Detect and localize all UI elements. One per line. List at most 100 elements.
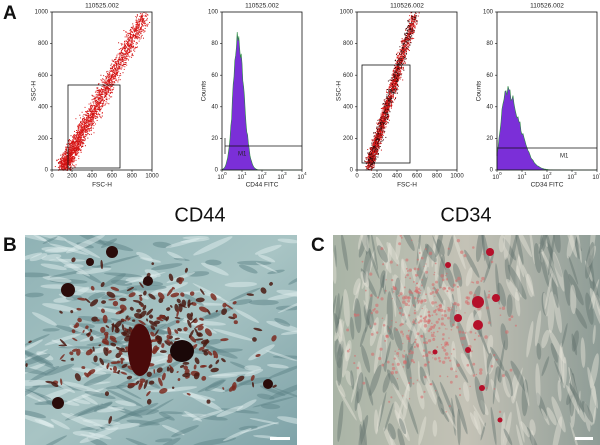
stain-speck: [349, 349, 350, 350]
stain-speck: [398, 349, 399, 350]
event-dot: [144, 23, 145, 24]
event-dot: [401, 41, 402, 42]
event-dot: [136, 27, 137, 28]
event-dot: [113, 65, 114, 66]
stain-speck: [447, 307, 449, 309]
stain-speck: [505, 330, 509, 334]
event-dot: [397, 57, 398, 58]
event-dot: [90, 111, 91, 112]
stain-speck: [488, 321, 491, 324]
event-dot: [110, 92, 111, 93]
event-dot: [120, 79, 121, 80]
event-dot: [107, 71, 108, 72]
event-dot: [92, 106, 93, 107]
event-dot: [69, 163, 70, 164]
event-dot: [67, 168, 68, 169]
stain-speck: [395, 328, 397, 330]
stain-speck: [400, 235, 402, 237]
lipid-droplet: [492, 294, 500, 302]
panel-label: C: [311, 235, 325, 256]
event-dot: [81, 137, 82, 138]
stain-speck: [479, 372, 482, 375]
stain-speck: [392, 367, 395, 370]
event-dot: [119, 56, 120, 57]
event-dot: [73, 165, 74, 166]
event-dot: [371, 139, 372, 140]
event-dot: [87, 111, 88, 112]
stain-speck: [434, 272, 435, 273]
event-dot: [92, 110, 93, 111]
x-tick-label: 102: [257, 171, 267, 180]
lipid-droplet: [454, 314, 462, 322]
event-dot: [131, 46, 132, 47]
event-dot: [91, 124, 92, 125]
event-dot: [132, 28, 133, 29]
stain-speck: [411, 292, 413, 294]
stain-speck: [414, 341, 416, 343]
event-dot: [81, 136, 82, 137]
lipid-droplet: [465, 347, 471, 353]
event-dot: [124, 50, 125, 51]
stain-speck: [415, 323, 417, 325]
stain-speck: [377, 296, 379, 298]
stain-speck: [476, 374, 478, 376]
event-dot: [128, 46, 129, 47]
event-dot: [378, 122, 379, 123]
stain-speck: [446, 328, 447, 329]
event-dot: [144, 31, 145, 32]
event-dot: [405, 30, 406, 31]
stain-speck: [374, 308, 376, 310]
stain-speck: [510, 369, 513, 372]
stain-speck: [433, 274, 435, 276]
event-dot: [106, 84, 107, 85]
event-dot: [120, 64, 121, 65]
event-dot: [140, 30, 141, 31]
event-dot: [83, 124, 84, 125]
event-dot: [93, 99, 94, 100]
event-dot: [135, 36, 136, 37]
plot-title: 110526.002: [390, 3, 424, 10]
event-dot: [85, 119, 86, 120]
stain-speck: [425, 341, 428, 344]
event-dot: [104, 105, 105, 106]
stain-speck: [449, 360, 451, 362]
event-dot: [79, 134, 80, 135]
event-dot: [85, 121, 86, 122]
event-dot: [134, 41, 135, 42]
event-dot: [129, 46, 130, 47]
y-tick-label: 200: [38, 136, 49, 142]
event-dot: [58, 159, 59, 160]
event-dot: [139, 41, 140, 42]
stain-speck: [406, 335, 410, 339]
stain-speck: [447, 317, 450, 320]
event-dot: [96, 91, 97, 92]
event-dot: [59, 168, 60, 169]
stain-speck: [399, 307, 402, 310]
stain-speck: [375, 304, 378, 307]
stain-speck: [391, 320, 392, 321]
micrograph-b: [0, 227, 316, 445]
event-dot: [109, 73, 110, 74]
event-dot: [130, 41, 131, 42]
caption: CD44: [174, 204, 225, 226]
event-dot: [70, 146, 71, 147]
stain-speck: [457, 364, 460, 367]
stain-speck: [457, 286, 459, 288]
event-dot: [70, 152, 71, 153]
stain-speck: [410, 350, 412, 352]
stain-speck: [450, 321, 451, 322]
event-dot: [113, 69, 114, 70]
stain-speck: [431, 353, 433, 355]
stain-speck: [390, 261, 393, 264]
event-dot: [63, 161, 64, 162]
event-dot: [106, 71, 107, 72]
stain-speck: [456, 310, 457, 311]
event-dot: [80, 139, 81, 140]
event-dot: [140, 33, 141, 34]
event-dot: [108, 90, 109, 91]
event-dot: [95, 118, 96, 119]
stain-speck: [474, 228, 476, 230]
event-dot: [82, 123, 83, 124]
stain-speck: [479, 368, 482, 371]
event-dot: [102, 103, 103, 104]
